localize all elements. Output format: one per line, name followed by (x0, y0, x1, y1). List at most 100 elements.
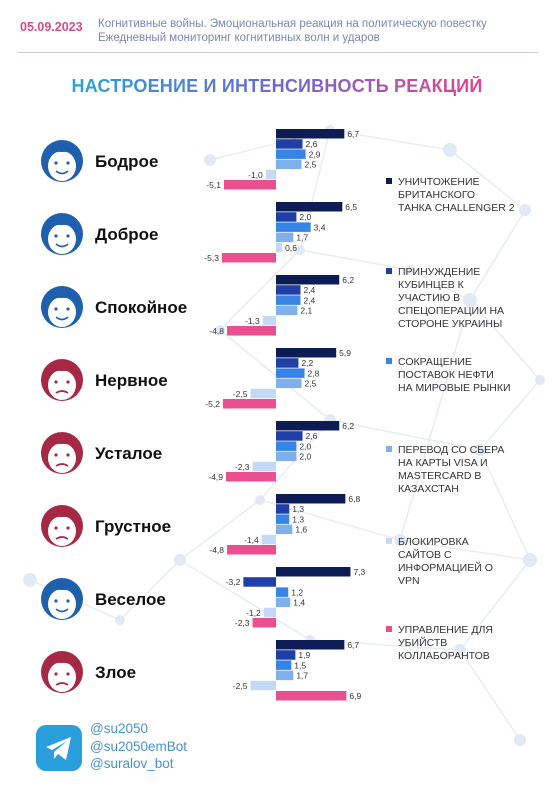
bar (276, 691, 347, 701)
data-label: 6,9 (349, 691, 361, 701)
face-happy-icon (41, 578, 83, 620)
handle-link[interactable]: @su2050emBot (90, 738, 188, 754)
data-label: -4,8 (209, 545, 224, 555)
data-label: -2,5 (233, 681, 248, 691)
data-label: 2,4 (303, 295, 315, 305)
header-line-2: Ежедневный мониторинг когнитивных волн и… (98, 32, 380, 44)
chart-title-text: НАСТРОЕНИЕ И ИНТЕНСИВНОСТЬ РЕАКЦИЙ (71, 76, 483, 96)
data-label: 2,0 (299, 441, 311, 451)
data-label: -1,3 (245, 316, 260, 326)
category-label: Нервное (95, 371, 168, 390)
bar (276, 431, 303, 441)
legend-label: УЧАСТИЮ В (398, 292, 460, 304)
bar (276, 212, 297, 222)
report-date: 05.09.2023 (20, 20, 83, 34)
bar (276, 650, 296, 660)
data-label: 2,9 (309, 149, 321, 159)
data-label: 1,6 (295, 525, 307, 535)
legend-swatch (386, 268, 392, 274)
chart-title: НАСТРОЕНИЕ И ИНТЕНСИВНОСТЬ РЕАКЦИЙ (0, 76, 554, 97)
handle-list: @su2050 @su2050emBot @suralov_bot (90, 720, 187, 773)
legend-label: УПРАВЛЕНИЕ ДЛЯ (398, 624, 493, 636)
face-kind-icon (41, 213, 83, 255)
bar (222, 399, 276, 409)
category-label: Усталое (95, 444, 162, 463)
data-label: 2,0 (299, 212, 311, 222)
handle-link[interactable]: @suralov_bot (90, 756, 174, 771)
legend-label: БРИТАНСКОГО (398, 189, 475, 201)
telegram-icon[interactable] (36, 725, 82, 771)
legend-label: НА КАРТЫ VISA И (398, 457, 488, 469)
header-line-1: Когнитивные войны. Эмоциональная реакция… (98, 18, 487, 30)
legend-label: КАЗАХСТАН (398, 483, 459, 495)
data-label: 3,4 (314, 222, 326, 232)
data-label: -3,2 (226, 577, 241, 587)
face-sad-icon (41, 505, 83, 547)
bar (252, 461, 276, 472)
legend-label: ТАНКА CHALLENGER 2 (398, 202, 515, 214)
category-label: Веселое (95, 590, 166, 609)
legend-label: САЙТОВ С (398, 548, 452, 561)
legend-label: ПОСТАВОК НЕФТИ (398, 369, 494, 381)
header: 05.09.2023 Когнитивные войны. Эмоциональ… (0, 0, 554, 58)
data-label: 6,5 (345, 202, 357, 212)
data-label: -2,3 (235, 462, 250, 472)
data-label: 7,3 (353, 567, 365, 577)
data-label: 2,8 (308, 368, 320, 378)
legend-label: ПРИНУЖДЕНИЕ (398, 266, 480, 278)
data-label: 6,7 (347, 129, 359, 139)
category-label: Злое (95, 663, 136, 682)
bar (221, 253, 276, 263)
bar (276, 129, 345, 139)
bar (276, 202, 343, 212)
category-label: Бодрое (95, 152, 158, 171)
category-label: Спокойное (95, 298, 187, 317)
bar (252, 618, 276, 628)
legend-label: БЛОКИРОВКА (398, 536, 469, 548)
bar (276, 451, 297, 462)
data-label: -5,3 (204, 253, 219, 263)
bar (263, 607, 276, 618)
data-label: 2,0 (299, 452, 311, 462)
bar (276, 524, 293, 535)
data-label: -5,1 (206, 180, 221, 190)
footer: @su2050 @su2050emBot @suralov_bot (36, 720, 336, 780)
bar (223, 180, 276, 190)
bar (276, 514, 290, 524)
legend-swatch (386, 626, 392, 632)
data-label: 2,5 (305, 379, 317, 389)
data-label: 2,2 (301, 358, 313, 368)
data-label: 6,2 (342, 421, 354, 431)
bar (276, 494, 346, 504)
data-label: 5,9 (339, 348, 351, 358)
data-label: -2,5 (233, 389, 248, 399)
data-label: -1,2 (246, 608, 261, 618)
bar (276, 305, 298, 316)
bar (276, 295, 301, 305)
bar (243, 577, 276, 587)
legend-label: УНИЧТОЖЕНИЕ (398, 176, 480, 188)
data-label: -1,4 (244, 535, 259, 545)
data-label: -4,9 (208, 472, 223, 482)
header-description: Когнитивные войны. Эмоциональная реакция… (98, 17, 538, 45)
face-angry-icon (41, 651, 83, 693)
category-label: Грустное (95, 517, 171, 536)
bar (276, 378, 302, 389)
bar (227, 545, 276, 555)
legend-label: VPN (398, 575, 420, 587)
data-label: 6,7 (347, 640, 359, 650)
bar (265, 169, 276, 180)
legend-swatch (386, 178, 392, 184)
bar (276, 232, 294, 243)
bar (276, 660, 292, 670)
data-label: 2,4 (303, 285, 315, 295)
bar (276, 441, 297, 451)
legend-label: ИНФОРМАЦИЕЙ О (398, 561, 493, 574)
legend-label: УБИЙСТВ (398, 636, 447, 649)
handle-link[interactable]: @su2050 (90, 721, 148, 736)
bar (276, 421, 340, 431)
bar (250, 388, 276, 399)
legend-label: КУБИНЦЕВ К (398, 279, 465, 291)
legend-label: СПЕЦОПЕРАЦИИ НА (398, 305, 504, 317)
